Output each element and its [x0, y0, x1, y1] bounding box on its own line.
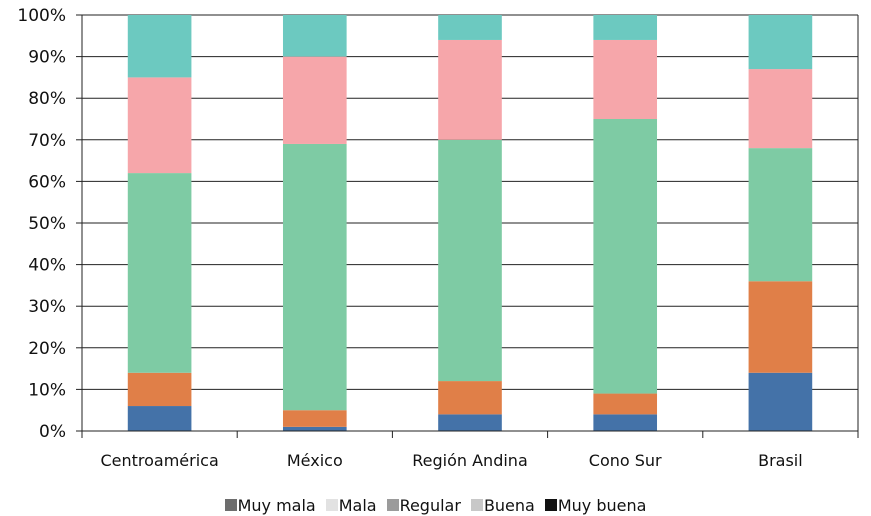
legend-swatch	[544, 499, 557, 511]
legend-label: Muy mala	[237, 495, 316, 515]
legend-label: Regular	[399, 495, 461, 515]
legend: Muy mala Mala Regular Buena Muy buena	[0, 494, 871, 516]
legend-item: Buena	[470, 495, 535, 515]
y-tick-label: 80%	[28, 89, 66, 109]
legend-swatch	[325, 499, 338, 511]
bar-segment	[282, 426, 347, 431]
y-tick-label: 70%	[28, 131, 66, 151]
legend-label: Buena	[483, 495, 535, 515]
bar-segment	[748, 281, 813, 373]
legend-item: Mala	[325, 495, 377, 515]
y-tick-label: 50%	[28, 214, 66, 234]
bar-stacks	[127, 15, 813, 431]
bar-segment	[127, 406, 192, 431]
legend-item: Muy mala	[224, 495, 316, 515]
bar-segment	[593, 119, 658, 394]
axes	[81, 15, 859, 438]
bar-segment	[748, 148, 813, 282]
y-tick-label: 60%	[28, 172, 66, 192]
y-tick-label: 30%	[28, 297, 66, 317]
x-category-label: Cono Sur	[589, 451, 662, 470]
y-tick-label: 10%	[28, 380, 66, 400]
legend-swatch	[470, 499, 483, 511]
legend-swatch	[386, 499, 399, 511]
bar-segment	[438, 381, 502, 415]
bar-segment	[748, 69, 813, 149]
x-category-label: Centroamérica	[100, 451, 218, 470]
y-tick-label: 20%	[28, 339, 66, 359]
stacked-bar-chart: 0% 10% 20% 30% 40% 50% 60% 70% 80% 90% 100% Centro…	[17, 6, 859, 470]
legend-label: Muy buena	[557, 495, 647, 515]
legend-swatch	[224, 499, 237, 511]
legend-label: Mala	[338, 495, 377, 515]
y-tick-label: 90%	[28, 48, 66, 68]
x-category-label: México	[287, 451, 343, 470]
y-tick-labels: 0% 10% 20% 30% 40% 50% 60% 70% 80% 90% 100%	[17, 6, 66, 442]
bar-segment	[593, 15, 658, 40]
bar-segment	[593, 393, 658, 415]
legend-item: Muy buena	[544, 495, 647, 515]
bar-segment	[593, 414, 658, 431]
x-category-label: Región Andina	[412, 451, 528, 470]
bar-segment	[282, 56, 347, 144]
bar-segment	[438, 139, 502, 382]
bar-segment	[748, 15, 813, 70]
bar-segment	[127, 372, 192, 407]
x-category-labels: Centroamérica México Región Andina Cono Sur…	[100, 451, 802, 470]
legend-item: Regular	[386, 495, 461, 515]
bar-segment	[127, 15, 192, 78]
bar-segment	[438, 414, 502, 431]
y-tick-label: 100%	[17, 6, 66, 26]
bar-segment	[593, 39, 658, 119]
bar-segment	[127, 77, 192, 174]
y-tick-label: 40%	[28, 256, 66, 276]
y-tick-label: 0%	[39, 422, 66, 442]
bar-segment	[282, 143, 347, 411]
bar-segment	[282, 15, 347, 57]
bar-segment	[127, 173, 192, 373]
x-category-label: Brasil	[758, 451, 803, 470]
bar-segment	[438, 15, 502, 40]
bar-segment	[748, 372, 813, 431]
bar-segment	[438, 39, 502, 140]
bar-segment	[282, 410, 347, 427]
